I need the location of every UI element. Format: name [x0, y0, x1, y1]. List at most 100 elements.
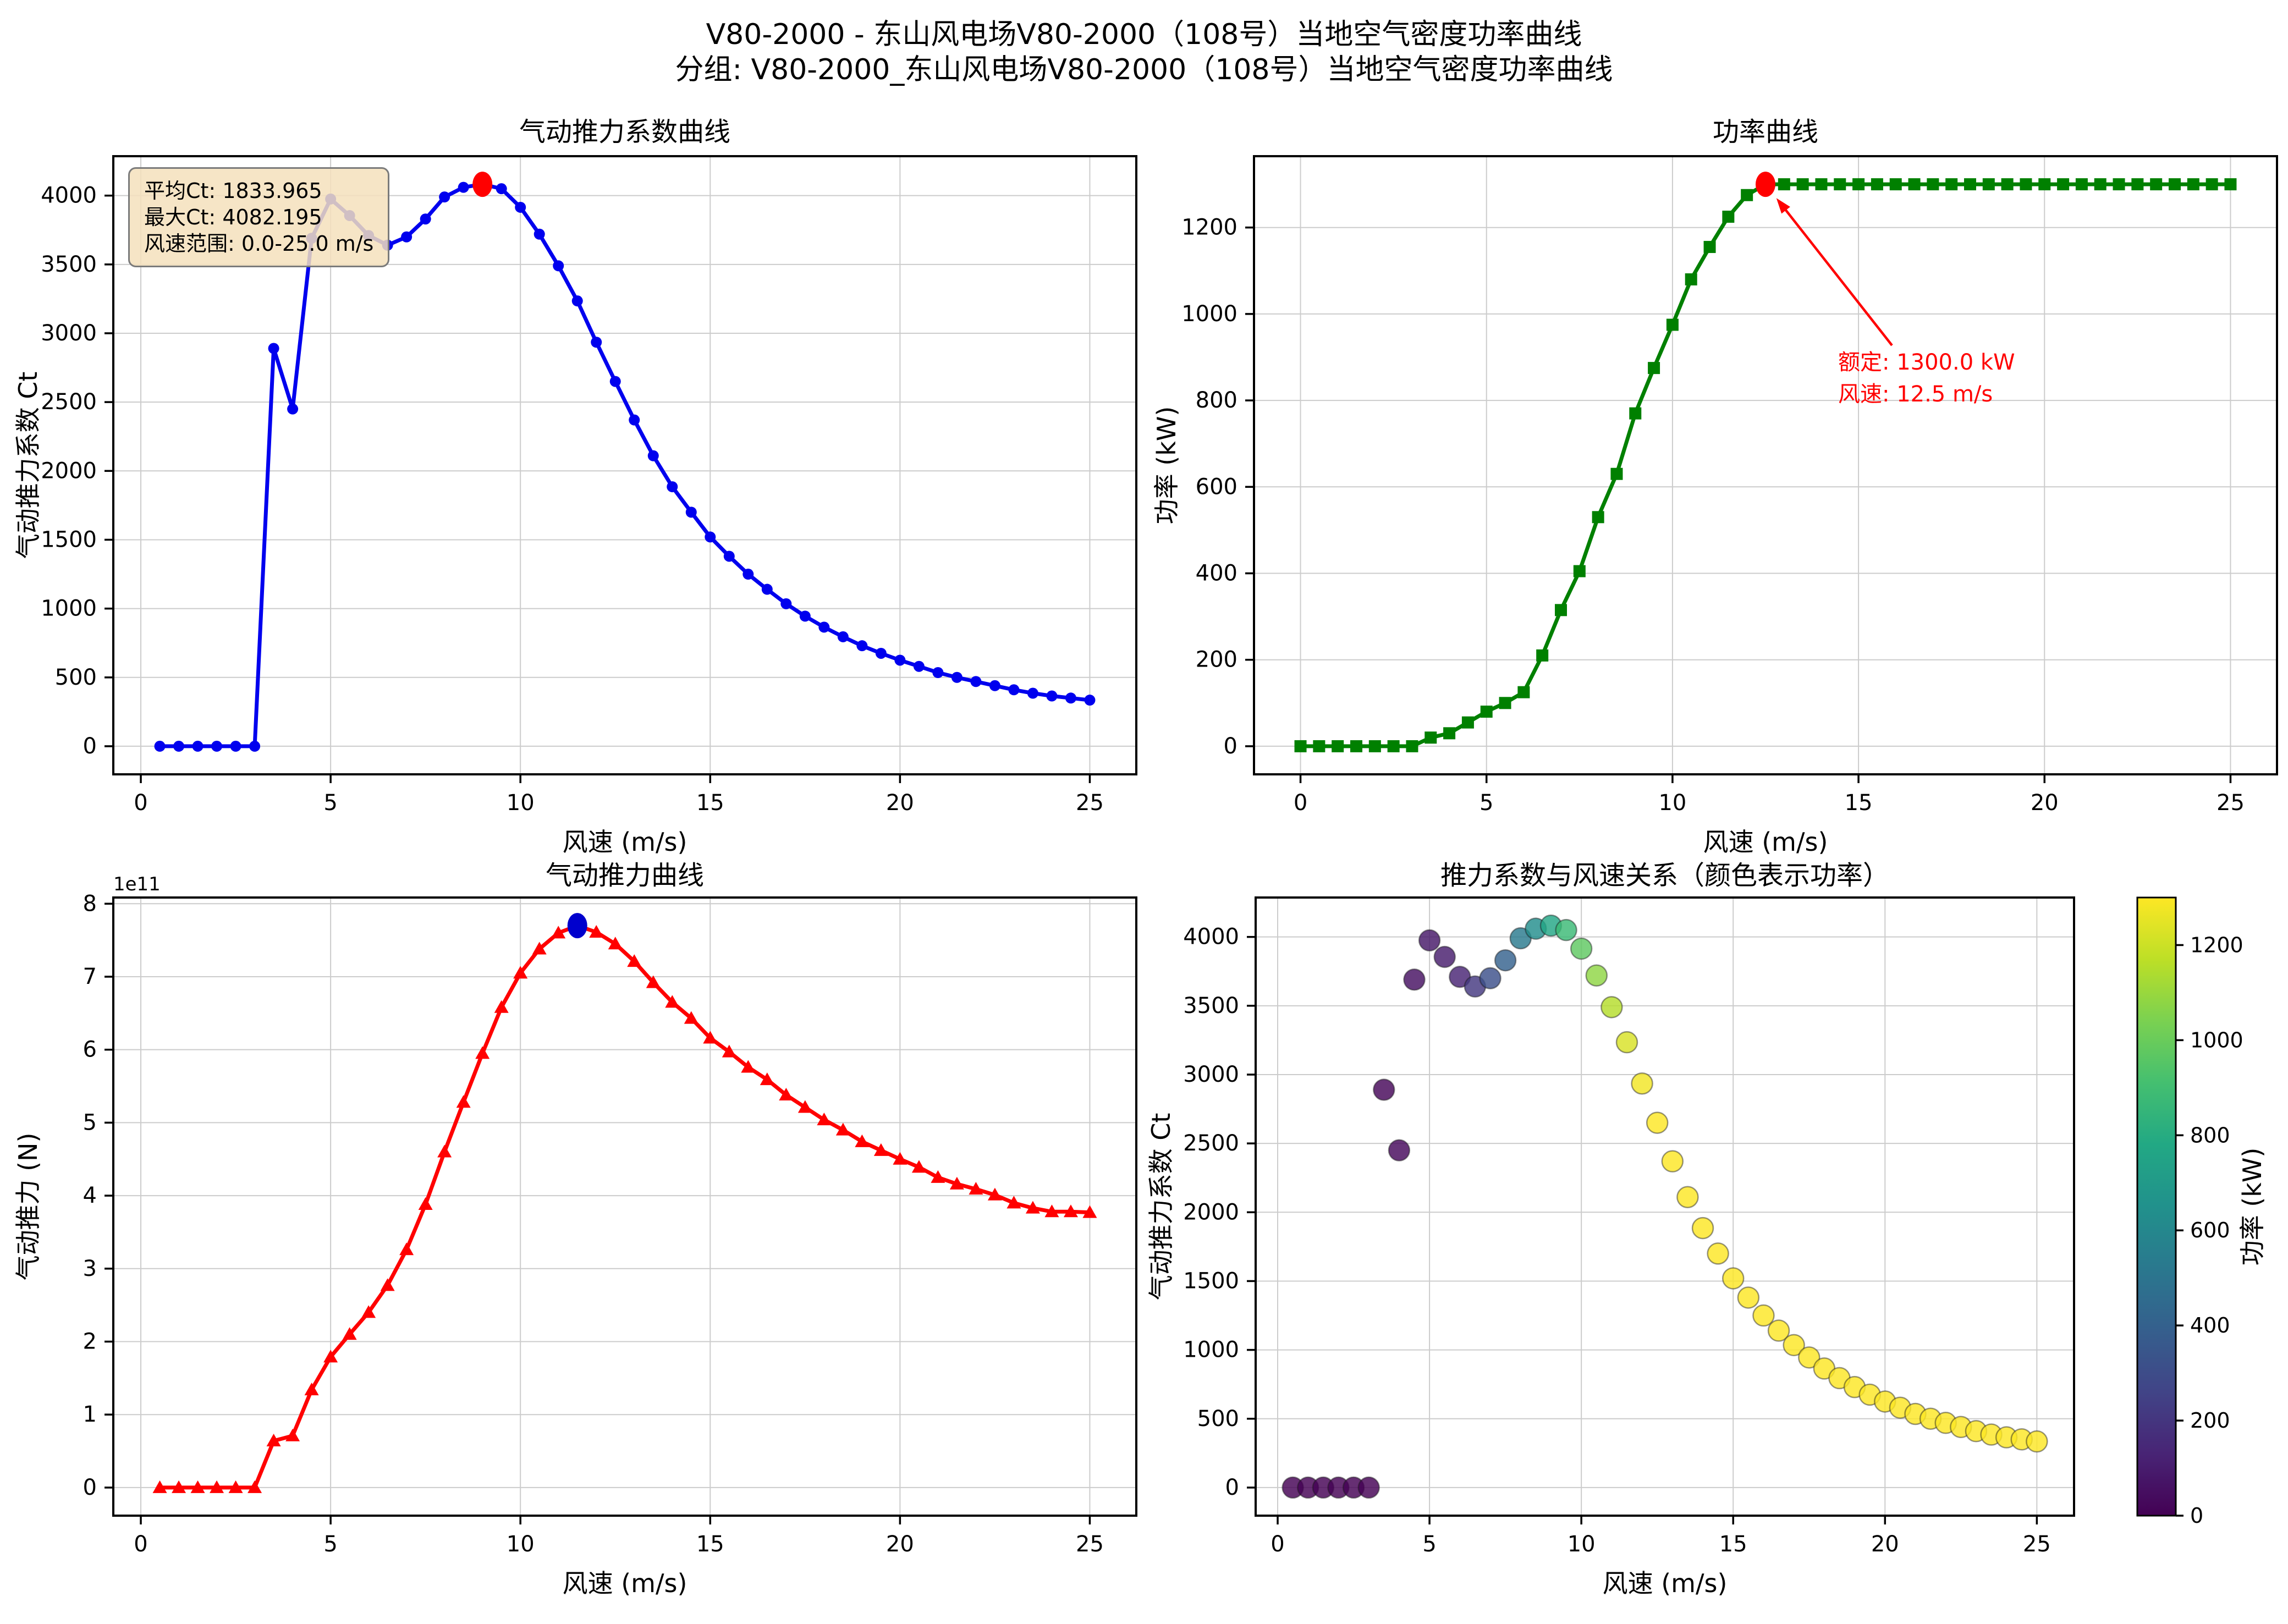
svg-text:0: 0: [2190, 1504, 2203, 1528]
svg-text:1000: 1000: [1183, 1337, 1239, 1363]
svg-text:5: 5: [1422, 1532, 1436, 1557]
ct-yaxis-label: 气动推力系数 Ct: [13, 371, 43, 559]
svg-text:800: 800: [2190, 1123, 2230, 1147]
power-yaxis-label: 功率 (kW): [1152, 406, 1181, 525]
thrust-curve-axes: 0 5 10 15 20 25 0 1 2 3 4 5 6 7 8: [83, 891, 1137, 1557]
rated-power-annotation: 额定: 1300.0 kW 风速: 12.5 m/s: [1838, 346, 2015, 410]
svg-text:0: 0: [1224, 734, 1238, 759]
thrust-curve-series: [152, 913, 1097, 1493]
svg-text:0: 0: [134, 1532, 147, 1557]
scatter-points: [1282, 914, 2048, 1499]
thrust-curve-frame: [113, 898, 1136, 1516]
ct-curve-title: 气动推力系数曲线: [519, 117, 731, 147]
svg-text:500: 500: [1197, 1406, 1239, 1432]
svg-text:25: 25: [1076, 790, 1104, 816]
scatter-axes: 0 5 10 15 20 25 0 500 1000 1500 2000 2500 3000 3500 40…: [1183, 896, 2075, 1557]
svg-text:20: 20: [2031, 790, 2059, 816]
svg-text:15: 15: [696, 790, 724, 816]
svg-text:800: 800: [1196, 388, 1238, 413]
svg-text:10: 10: [507, 1532, 535, 1557]
svg-text:2: 2: [83, 1329, 97, 1355]
svg-text:25: 25: [2216, 790, 2245, 816]
svg-text:15: 15: [1845, 790, 1873, 816]
svg-text:5: 5: [323, 1532, 337, 1557]
svg-text:7: 7: [83, 964, 97, 989]
ct-curve-series: [154, 172, 1096, 752]
svg-text:0: 0: [1270, 1532, 1284, 1557]
svg-text:2500: 2500: [41, 389, 97, 415]
power-curve-highlight-point: [1756, 172, 1775, 197]
svg-text:5: 5: [1480, 790, 1493, 816]
power-curve-series: [1294, 172, 2237, 752]
svg-text:200: 200: [2190, 1408, 2230, 1433]
svg-text:0: 0: [134, 790, 147, 816]
colorbar-label: 功率 (kW): [2237, 1147, 2267, 1266]
svg-text:4000: 4000: [41, 183, 97, 208]
svg-text:6: 6: [83, 1037, 97, 1063]
power-curve-axes: 0 5 10 15 20 25 0 200 400 600 800 1000 1200: [1181, 155, 2278, 816]
svg-text:3000: 3000: [41, 321, 97, 346]
thrust-xaxis-label: 风速 (m/s): [562, 1568, 688, 1598]
svg-text:15: 15: [1719, 1532, 1747, 1557]
svg-text:2000: 2000: [1183, 1199, 1239, 1225]
rated-windspeed-line: 风速: 12.5 m/s: [1838, 382, 1993, 407]
svg-text:25: 25: [1076, 1532, 1104, 1557]
svg-text:400: 400: [2190, 1313, 2230, 1337]
power-xaxis-label: 风速 (m/s): [1703, 827, 1828, 857]
svg-text:1500: 1500: [1183, 1268, 1239, 1293]
colorbar: 0 200 400 600 800 1000 1200: [2136, 896, 2243, 1528]
svg-text:4: 4: [83, 1183, 97, 1208]
svg-text:8: 8: [83, 891, 97, 916]
svg-text:2500: 2500: [1183, 1131, 1239, 1156]
svg-text:600: 600: [2190, 1218, 2230, 1242]
svg-text:0: 0: [83, 1475, 97, 1500]
svg-text:4000: 4000: [1183, 924, 1239, 950]
svg-text:400: 400: [1196, 561, 1238, 586]
ct-stats-box: 平均Ct: 1833.965 最大Ct: 4082.195 风速范围: 0.0-…: [128, 167, 390, 267]
svg-text:5: 5: [323, 790, 337, 816]
thrust-curve-title: 气动推力曲线: [545, 860, 705, 891]
svg-text:1: 1: [83, 1402, 97, 1427]
svg-text:1500: 1500: [41, 527, 97, 552]
svg-text:1000: 1000: [41, 596, 97, 621]
ct-curve-frame: [113, 156, 1136, 774]
power-curve-title: 功率曲线: [1712, 117, 1819, 147]
svg-text:500: 500: [55, 665, 97, 690]
rated-power-line: 额定: 1300.0 kW: [1838, 350, 2015, 375]
svg-text:1200: 1200: [1181, 215, 1238, 240]
ct-curve-axes: 0 5 10 15 20 25 0 500 1000 1500 2000 2500 3000 3500 40…: [41, 155, 1137, 816]
ct-stats-windrange: 风速范围: 0.0-25.0 m/s: [144, 232, 374, 256]
svg-text:10: 10: [507, 790, 535, 816]
svg-text:5: 5: [83, 1110, 97, 1135]
power-curve-frame: [1254, 156, 2277, 774]
svg-text:10: 10: [1658, 790, 1686, 816]
svg-text:3500: 3500: [41, 252, 97, 277]
rated-annotation-arrow: [1776, 198, 1893, 346]
svg-text:3: 3: [83, 1256, 97, 1281]
svg-text:1000: 1000: [1181, 301, 1238, 327]
svg-text:10: 10: [1568, 1532, 1596, 1557]
svg-text:600: 600: [1196, 474, 1238, 499]
svg-text:0: 0: [83, 734, 97, 759]
ct-xaxis-label: 风速 (m/s): [562, 827, 688, 857]
ct-stats-max: 最大Ct: 4082.195: [144, 205, 322, 229]
svg-text:25: 25: [2023, 1532, 2051, 1557]
svg-text:2000: 2000: [41, 458, 97, 483]
ct-stats-mean: 平均Ct: 1833.965: [144, 179, 322, 203]
svg-text:20: 20: [1871, 1532, 1899, 1557]
svg-text:200: 200: [1196, 647, 1238, 673]
thrust-axis-offset-label: 1e11: [113, 873, 161, 895]
svg-text:15: 15: [696, 1532, 724, 1557]
svg-text:1200: 1200: [2190, 933, 2243, 957]
svg-text:3500: 3500: [1183, 993, 1239, 1019]
thrust-yaxis-label: 气动推力 (N): [13, 1132, 43, 1281]
figure-suptitle-line2: 分组: V80-2000_东山风电场V80-2000（108号）当地空气密度功率…: [675, 53, 1613, 86]
svg-text:0: 0: [1294, 790, 1307, 816]
svg-text:1000: 1000: [2190, 1028, 2243, 1052]
scatter-xaxis-label: 风速 (m/s): [1602, 1568, 1728, 1598]
ct-curve-highlight-point: [472, 172, 493, 197]
svg-text:20: 20: [886, 1532, 914, 1557]
svg-text:20: 20: [886, 790, 914, 816]
